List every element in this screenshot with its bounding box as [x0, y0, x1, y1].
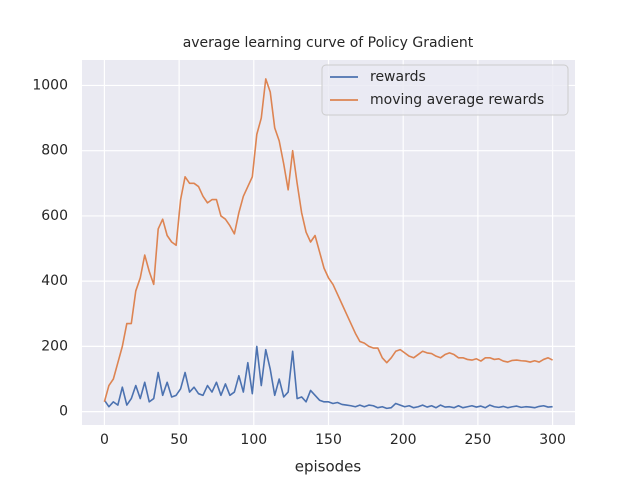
- legend: rewards moving average rewards: [321, 64, 569, 116]
- lines: [103, 78, 553, 410]
- x-tick-label: 200: [390, 432, 417, 448]
- series-line: [103, 78, 553, 403]
- y-tick-label: 200: [41, 338, 68, 354]
- legend-label: moving average rewards: [370, 92, 544, 108]
- x-tick-label: 300: [539, 432, 566, 448]
- legend-label: rewards: [370, 69, 426, 85]
- legend-box: [321, 64, 569, 116]
- grid: [82, 60, 575, 425]
- x-axis-label: episodes: [295, 458, 362, 476]
- series-line: [103, 345, 553, 410]
- y-tick-label: 400: [41, 273, 68, 289]
- x-tick-label: 50: [170, 432, 188, 448]
- x-tick-label: 100: [240, 432, 267, 448]
- y-tick-label: 0: [59, 404, 68, 420]
- y-tick-label: 1000: [32, 77, 68, 93]
- x-tick-label: 150: [315, 432, 342, 448]
- x-tick-label: 0: [100, 432, 109, 448]
- y-tick-label: 600: [41, 208, 68, 224]
- x-tick-label: 250: [465, 432, 492, 448]
- y-tick-label: 800: [41, 143, 68, 159]
- chart-title: average learning curve of Policy Gradien…: [183, 35, 474, 51]
